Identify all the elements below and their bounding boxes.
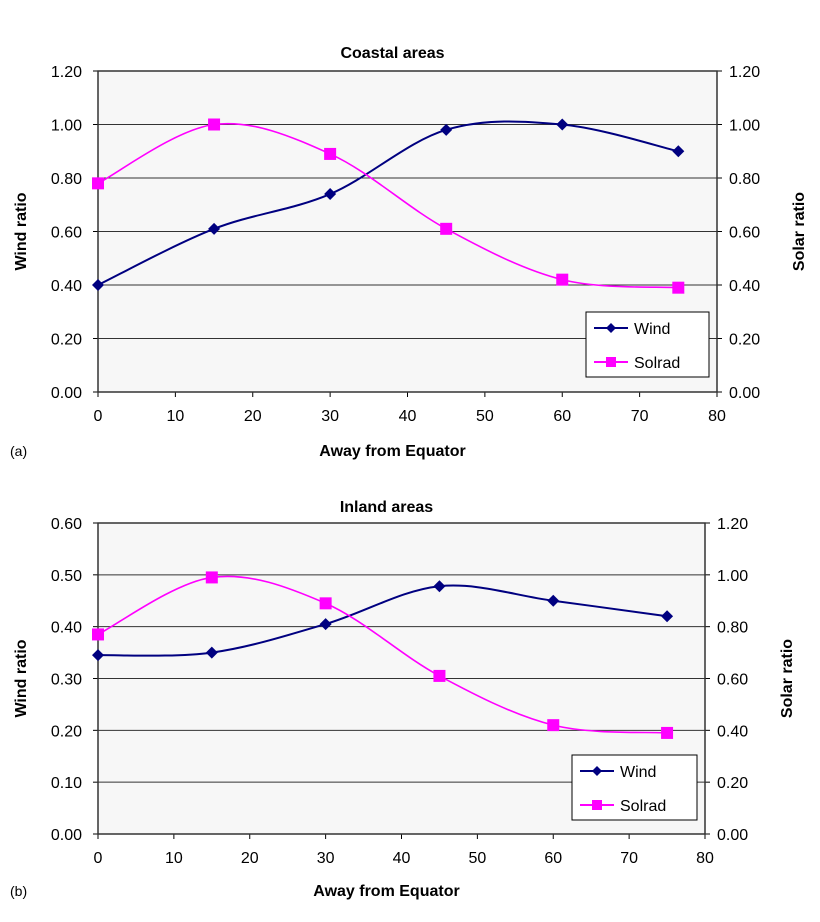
- y2-tick-label: 0.20: [729, 332, 760, 349]
- y-tick-label: 0.50: [51, 568, 82, 585]
- legend: Wind Solrad: [585, 311, 710, 378]
- x-tick-label: 80: [696, 850, 714, 867]
- x-tick-label: 30: [317, 850, 335, 867]
- x-tick-label: 10: [166, 408, 184, 425]
- y-axis-label: Wind ratio: [13, 192, 30, 270]
- x-tick-label: 50: [476, 408, 494, 425]
- y-tick-label: 1.00: [51, 118, 82, 135]
- y2-tick-label: 1.00: [729, 118, 760, 135]
- x-tick-label: 60: [553, 408, 571, 425]
- data-point-solrad: [92, 177, 104, 190]
- x-tick-label: 20: [244, 408, 262, 425]
- data-point-wind: [556, 118, 569, 131]
- data-point-solrad: [319, 597, 332, 610]
- data-point-wind: [92, 279, 104, 291]
- y2-axis-label: Solar ratio: [791, 192, 808, 271]
- y2-tick-label: 0.60: [717, 672, 748, 689]
- y2-axis-label: Solar ratio: [779, 639, 796, 718]
- y-tick-label: 0.60: [51, 225, 82, 242]
- data-point-wind: [205, 646, 218, 659]
- data-point-solrad: [205, 571, 218, 584]
- chart-title: Inland areas: [340, 499, 433, 516]
- data-point-wind: [208, 222, 221, 235]
- data-point-wind: [661, 610, 674, 623]
- y2-tick-label: 1.00: [717, 568, 748, 585]
- data-point-wind: [672, 145, 685, 158]
- x-tick-label: 70: [620, 850, 638, 867]
- legend-marker-diamond: [606, 323, 616, 333]
- y2-tick-label: 0.40: [729, 278, 760, 295]
- x-axis-label: Away from Equator: [319, 443, 465, 460]
- data-point-wind: [92, 649, 104, 662]
- y-tick-label: 0.30: [51, 672, 82, 689]
- y2-tick-label: 0.80: [729, 171, 760, 188]
- x-tick-label: 40: [399, 408, 417, 425]
- y2-tick-label: 0.20: [717, 775, 748, 792]
- y2-tick-label: 0.00: [717, 827, 748, 844]
- legend-marker-square: [606, 357, 616, 367]
- legend: Wind Solrad: [571, 754, 698, 821]
- y-tick-label: 0.00: [51, 827, 82, 844]
- series-line-wind: [97, 584, 668, 657]
- y-tick-label: 0.20: [51, 332, 82, 349]
- legend-label: Wind: [634, 321, 670, 338]
- legend-label: Solrad: [634, 355, 680, 372]
- data-point-solrad: [440, 222, 453, 235]
- series-line-wind: [97, 120, 679, 286]
- data-point-wind: [324, 188, 337, 201]
- chart-b: 0.00 0.10 0.20 0.30 0.40 0.50 0.60 0.00 0.20 0.40…: [10, 499, 796, 900]
- x-tick-label: 0: [94, 408, 103, 425]
- y-tick-label: 0.40: [51, 620, 82, 637]
- x-tick-label: 60: [544, 850, 562, 867]
- x-tick-label: 0: [94, 850, 103, 867]
- plot-frame: [97, 70, 718, 393]
- y2-tick-label: 1.20: [717, 516, 748, 533]
- y2-tick-label: 0.00: [729, 385, 760, 402]
- data-point-wind: [547, 594, 560, 607]
- y2-tick-label: 1.20: [729, 64, 760, 81]
- chart-title: Coastal areas: [340, 45, 444, 62]
- y-tick-label: 0.10: [51, 775, 82, 792]
- data-point-wind: [433, 580, 446, 593]
- x-tick-label: 10: [165, 850, 183, 867]
- y-tick-label: 0.00: [51, 385, 82, 402]
- y-axis-label: Wind ratio: [13, 639, 30, 717]
- chart-a: 0.00 0.20 0.40 0.60 0.80 1.00 1.20 0.00 0.20 0.40…: [10, 45, 808, 460]
- data-point-solrad: [556, 273, 569, 286]
- data-point-solrad: [433, 669, 446, 682]
- legend-marker-diamond: [592, 766, 602, 776]
- y-tick-label: 1.20: [51, 64, 82, 81]
- data-point-wind: [440, 123, 453, 136]
- data-point-solrad: [324, 147, 337, 160]
- y-tick-label: 0.80: [51, 171, 82, 188]
- y-tick-label: 0.60: [51, 516, 82, 533]
- data-point-solrad: [92, 628, 104, 641]
- panel-label: (b): [10, 883, 27, 899]
- legend-label: Wind: [620, 764, 656, 781]
- panel-label: (a): [10, 443, 27, 459]
- x-tick-label: 70: [631, 408, 649, 425]
- legend-label: Solrad: [620, 798, 666, 815]
- y-tick-label: 0.40: [51, 278, 82, 295]
- x-axis-label: Away from Equator: [313, 883, 459, 900]
- y-tick-label: 0.20: [51, 723, 82, 740]
- plot-frame: [97, 522, 706, 835]
- x-tick-label: 50: [468, 850, 486, 867]
- x-tick-label: 80: [708, 408, 726, 425]
- data-point-solrad: [672, 281, 685, 294]
- y2-tick-label: 0.40: [717, 723, 748, 740]
- x-tick-label: 30: [321, 408, 339, 425]
- y2-tick-label: 0.60: [729, 225, 760, 242]
- data-point-wind: [319, 618, 332, 631]
- legend-marker-square: [592, 800, 602, 810]
- data-point-solrad: [661, 726, 674, 739]
- x-tick-label: 20: [241, 850, 259, 867]
- data-point-solrad: [208, 118, 221, 131]
- x-tick-label: 40: [393, 850, 411, 867]
- series-line-solrad: [97, 575, 668, 734]
- y2-tick-label: 0.80: [717, 620, 748, 637]
- data-point-solrad: [547, 719, 560, 732]
